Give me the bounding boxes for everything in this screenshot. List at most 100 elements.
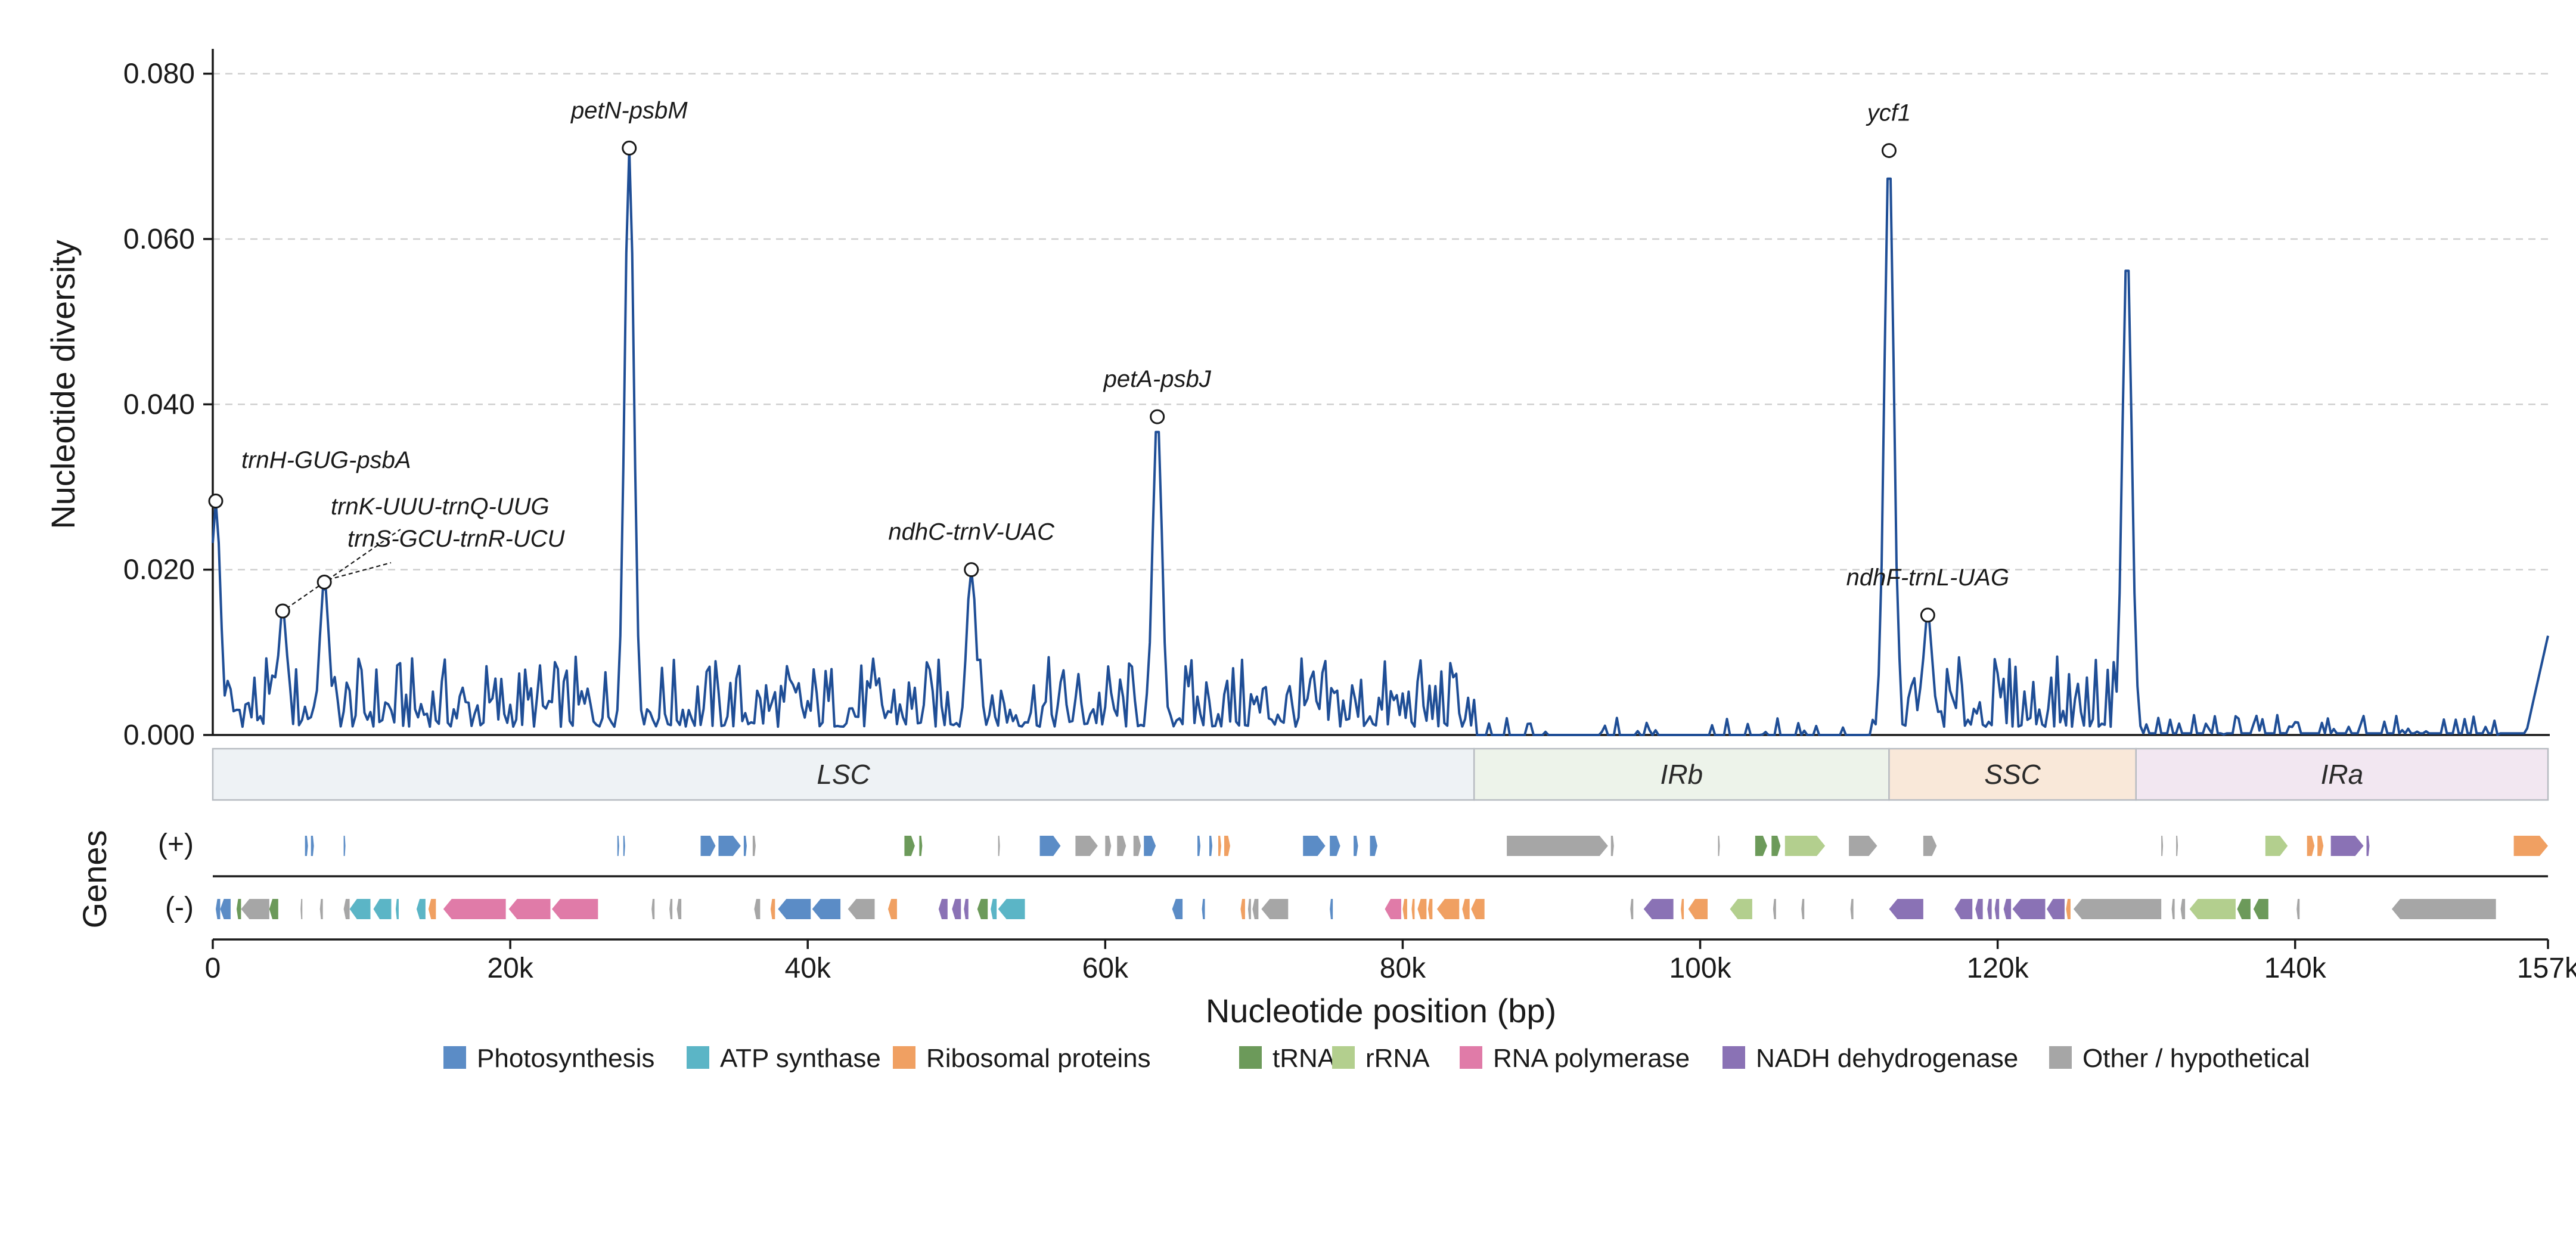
gene-arrow [952,899,961,919]
gene-arrow [2012,899,2046,919]
strand-plus-label: (+) [158,829,194,860]
gene-arrow [2307,836,2315,856]
peak-marker [1920,607,1935,623]
legend-swatch [1239,1046,1262,1069]
gene-arrow [1252,899,1259,919]
gene-arrow [1954,899,1973,919]
legend-label: Ribosomal proteins [926,1044,1151,1073]
peak-label: ndhF-trnL-UAG [1846,565,2009,591]
gene-arrow [2073,899,2162,919]
gene-arrow [2003,899,2012,919]
gene-arrow [2366,836,2370,856]
gene-arrow [676,899,682,919]
gene-arrow [2066,899,2071,919]
peak-label: petN-psbM [570,97,688,123]
peak-marker [1150,409,1165,424]
gene-arrow [778,899,811,919]
gene-arrow [669,899,673,919]
gene-arrow [1610,836,1614,856]
gene-arrow [1987,899,1992,919]
x-tick-label: 0 [205,953,221,984]
gene-arrow [1209,836,1213,856]
peak-label: ycf1 [1866,100,1911,126]
gene-arrow [1224,836,1230,856]
gene-arrow [919,836,923,856]
gene-arrow [848,899,875,919]
peak-annotations: trnH-GUG-psbA trnK-UUU-trnQ-UUG trnS-GCU-t… [208,97,2009,623]
gene-arrow [416,899,426,919]
peak-marker [208,494,224,509]
gene-arrow [1385,899,1401,919]
peak-label: petA-psbJ [1103,366,1212,392]
gene-arrow [770,899,775,919]
gene-arrow [2391,899,2496,919]
legend-label: NADH dehydrogenase [1756,1044,2018,1073]
gene-arrow [319,899,323,919]
gene-arrow [236,899,241,919]
gene-arrow [754,899,761,919]
gene-arrow [977,899,988,919]
gene-arrow [1197,836,1201,856]
gene-arrow [2047,899,2065,919]
gene-arrow [2513,836,2548,856]
region-label: SSC [1984,759,2041,790]
gene-arrow [1755,836,1767,856]
peak-marker [316,574,332,590]
gene-arrow [1370,836,1378,856]
gene-arrow [1117,836,1126,856]
gene-arrow [1218,836,1221,856]
legend-swatch [1332,1046,1355,1069]
gene-arrow [1330,899,1333,919]
gene-arrow [1801,899,1805,919]
gene-arrow [1261,899,1289,919]
gene-arrow [1773,899,1776,919]
gene-arrow [1411,899,1415,919]
gene-arrow [2253,899,2268,919]
gene-arrow [343,899,350,919]
gene-arrow [1784,836,1826,856]
gene-arrow [2189,899,2236,919]
gene-arrow [1144,836,1156,856]
gene-arrow [1240,899,1245,919]
gene-arrow [1730,899,1752,919]
gene-arrow [617,836,619,856]
gene-arrow [1172,899,1183,919]
peak-marker [622,140,637,156]
gene-arrow [1630,899,1634,919]
gene-arrow [2171,899,2175,919]
gene-arrow [998,836,1000,856]
gene-arrow [1923,836,1937,856]
x-tick-label: 80k [1380,953,1426,984]
annotation-leader [285,529,401,609]
peak-label: trnH-GUG-psbA [241,447,411,473]
gene-arrow [718,836,741,856]
gene-arrow [1354,836,1358,856]
region-block [212,748,1475,801]
gene-arrow [2237,899,2251,919]
gene-arrow [743,836,747,856]
grid-lines [213,73,2548,570]
gene-arrow [1105,836,1112,856]
y-axis-title: Nucleotide diversity [44,240,82,529]
gene-arrow [443,899,506,919]
gene-arrow [1039,836,1061,856]
gene-arrow [300,899,303,919]
gene-arrow [1247,899,1251,919]
gene-arrow [395,899,399,919]
gene-arrow [2161,836,2164,856]
gene-arrow [1202,899,1205,919]
legend-swatch [1722,1046,1745,1069]
gene-arrow [2176,836,2178,856]
gene-arrow [2265,836,2288,856]
x-tick-label: 60k [1082,953,1129,984]
x-tick-label: 140k [2264,953,2327,984]
axes: 0.000 0.020 0.040 0.060 0.080 [123,49,2550,751]
gene-arrow [1303,836,1326,856]
gene-arrow [551,899,598,919]
peak-marker [964,562,979,578]
gene-arrow [373,899,392,919]
region-label: IRb [1661,759,1703,790]
peak-label: trnK-UUU-trnQ-UUG [331,494,550,520]
y-tick-label: 0.060 [123,224,195,255]
